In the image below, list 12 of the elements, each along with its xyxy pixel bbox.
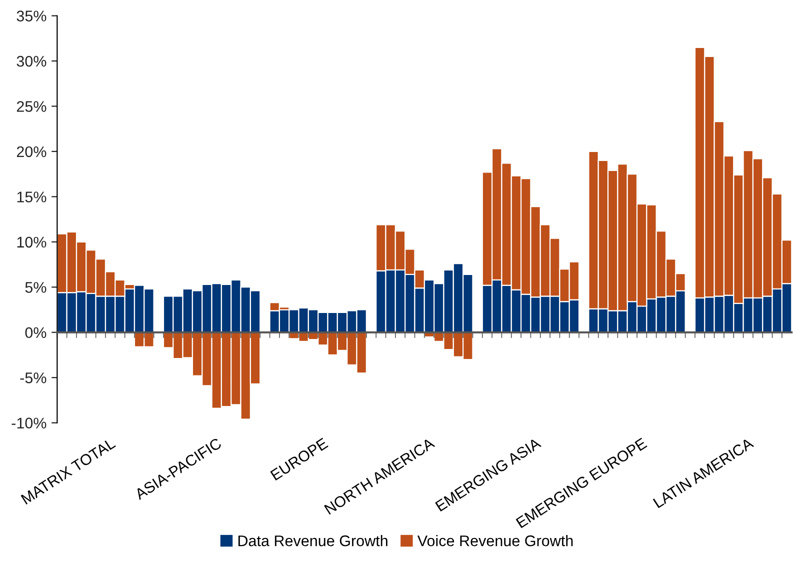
y-tick-label: 35%: [16, 10, 46, 22]
legend-label: Data Revenue Growth: [238, 535, 388, 546]
y-tick-label: -5%: [20, 372, 46, 384]
legend-label: Voice Revenue Growth: [417, 535, 573, 546]
y-tick-label: 25%: [16, 101, 46, 112]
y-tick-label: -10%: [12, 418, 46, 428]
y-tick-label: 5%: [25, 282, 46, 293]
y-tick-label: 20%: [16, 146, 46, 158]
y-tick-label: 30%: [16, 56, 46, 67]
y-tick-label: 15%: [17, 192, 46, 202]
y-tick-label: 0%: [25, 327, 46, 338]
y-tick-label: 10%: [17, 236, 46, 248]
